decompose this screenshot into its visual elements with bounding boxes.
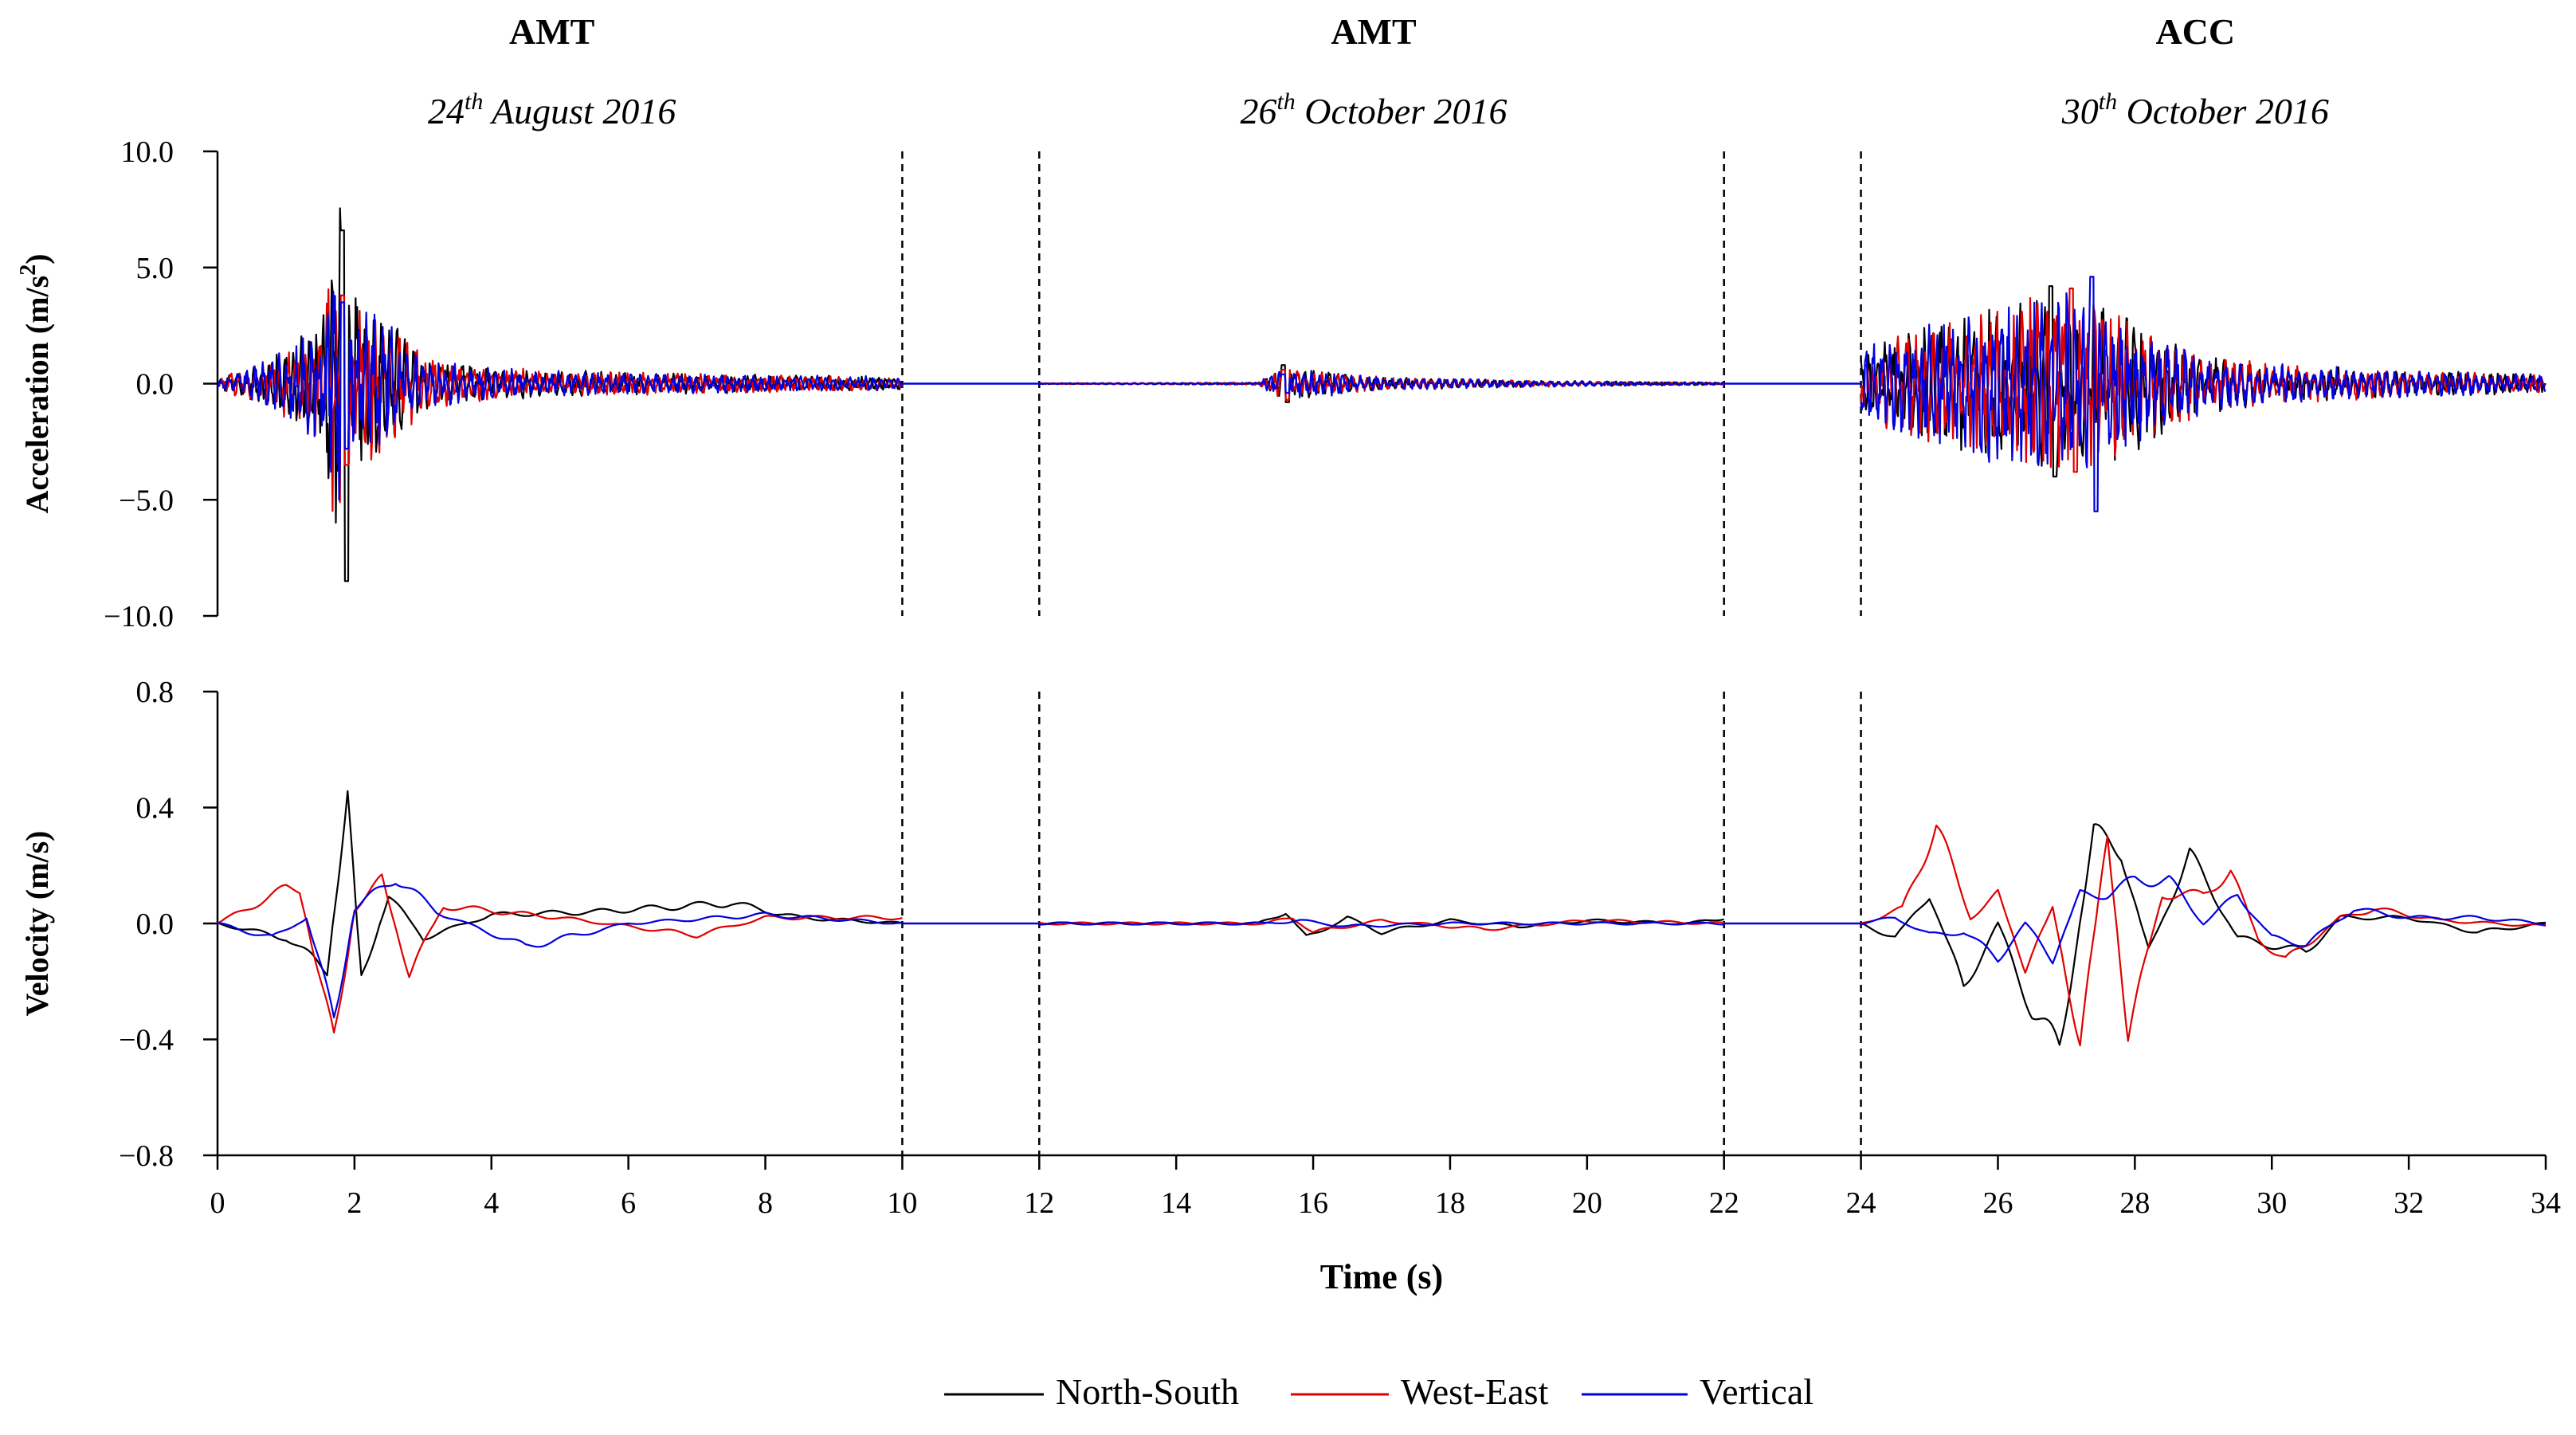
legend: North-South West-East Vertical (944, 1371, 1813, 1412)
y-tick-label: 0.0 (136, 368, 174, 402)
series-trace-vertical (217, 883, 903, 1019)
y-axis-label: Velocity (m/s) (19, 831, 55, 1017)
event-date-subtitle: 30th October 2016 (2061, 88, 2329, 131)
y-tick-label: 10.0 (121, 135, 174, 169)
x-tick-label: 4 (484, 1186, 499, 1220)
x-tick-label: 32 (2394, 1186, 2424, 1220)
y-tick-label: −5.0 (119, 484, 174, 517)
legend-label: North-South (1056, 1371, 1239, 1412)
series-trace-vertical (1039, 370, 1724, 398)
x-tick-label: 18 (1435, 1186, 1465, 1220)
x-tick-label: 26 (1982, 1186, 2013, 1220)
event-station-title: ACC (2155, 11, 2235, 52)
x-tick-label: 14 (1161, 1186, 1191, 1220)
event-station-title: AMT (1331, 11, 1416, 52)
y-tick-label: −0.8 (119, 1139, 174, 1173)
x-tick-label: 24 (1846, 1186, 1876, 1220)
event-titles: AMT 24th August 2016 AMT 26th October 2016 A… (428, 11, 2329, 131)
x-tick-label: 30 (2256, 1186, 2287, 1220)
y-tick-label: 0.8 (136, 676, 174, 709)
series-trace-vertical (217, 291, 904, 501)
series-trace-vertical (1860, 875, 2546, 965)
x-tick-label: 12 (1024, 1186, 1054, 1220)
y-tick-label: 5.0 (136, 252, 174, 285)
series-trace-west-east (1860, 824, 2547, 1047)
acceleration-panel: 10.0 5.0 0.0 −5.0 −10.0 Acceleration (m/s2) (16, 135, 2547, 633)
series-trace-vertical (1039, 919, 1724, 928)
x-tick-label: 6 (621, 1186, 636, 1220)
legend-label: Vertical (1700, 1371, 1813, 1412)
x-axis-label: Time (s) (1320, 1257, 1443, 1296)
series-trace-vertical (1860, 276, 2547, 512)
velocity-panel: 0.8 0.4 0.0 −0.4 −0.8 Velocity (m/s) (19, 676, 2547, 1173)
y-tick-label: 0.4 (136, 792, 174, 825)
x-tick-label: 10 (887, 1186, 917, 1220)
x-tick-label: 34 (2531, 1186, 2561, 1220)
event-station-title: AMT (509, 11, 594, 52)
series-trace-north-south (1860, 823, 2546, 1046)
x-tick-label: 8 (758, 1186, 773, 1220)
series-trace-west-east (217, 873, 903, 1034)
legend-label: West-East (1401, 1371, 1549, 1412)
x-tick-label: 22 (1709, 1186, 1739, 1220)
x-tick-label: 2 (347, 1186, 362, 1220)
y-tick-label: 0.0 (136, 908, 174, 941)
x-tick-label: 28 (2119, 1186, 2150, 1220)
x-tick-label: 0 (210, 1186, 225, 1220)
y-tick-label: −0.4 (119, 1024, 174, 1057)
y-axis-label: Acceleration (m/s2) (16, 253, 55, 513)
x-tick-label: 20 (1572, 1186, 1602, 1220)
event-date-subtitle: 26th October 2016 (1240, 88, 1507, 131)
y-tick-label: −10.0 (104, 600, 174, 633)
x-tick-label: 16 (1298, 1186, 1328, 1220)
series-trace-west-east (1039, 917, 1724, 934)
event-date-subtitle: 24th August 2016 (428, 88, 676, 131)
series-trace-north-south (217, 790, 903, 977)
